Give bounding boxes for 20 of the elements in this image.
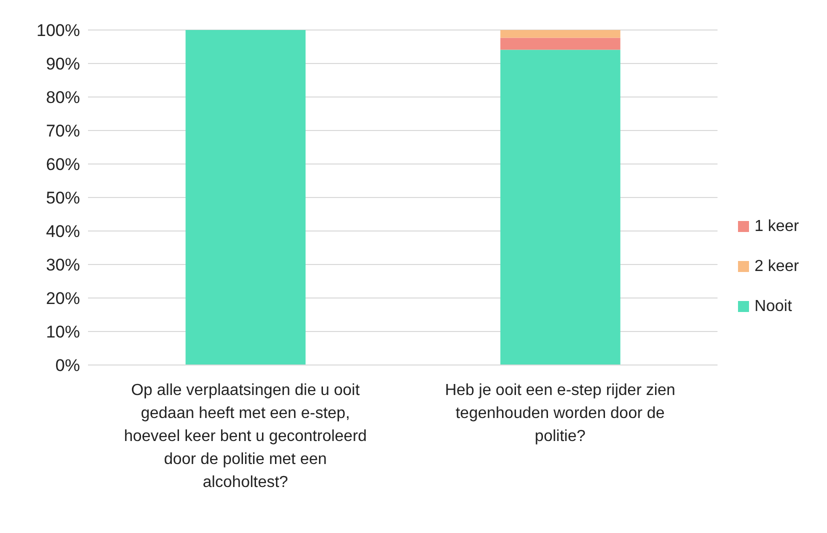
y-tick-label: 60%: [46, 155, 80, 174]
bar: [500, 38, 620, 50]
y-tick-label: 40%: [46, 222, 80, 242]
legend-label: 2 keer: [754, 258, 799, 274]
y-tick-label: 90%: [46, 54, 80, 74]
y-tick-label: 30%: [46, 256, 80, 275]
y-tick-label: 10%: [46, 322, 80, 342]
x-tick-label: Op alle verplaatsingen die u ooit gedaan heeft met een e-step, hoeveel keer bent u gecontroleerd door de politie met een alcoholtest?: [124, 382, 367, 491]
legend-label: Nooit: [754, 298, 792, 314]
y-tick-label: 100%: [36, 21, 80, 40]
y-tick-label: 20%: [46, 289, 80, 308]
legend-label: 1 keer: [754, 218, 799, 234]
x-tick-label: Heb je ooit een e-step rijder zien tegenhouden worden door de politie?: [444, 382, 676, 445]
y-tick-label: 80%: [46, 88, 80, 108]
bar: [500, 50, 620, 365]
y-tick-label: 0%: [55, 356, 80, 376]
y-tick-label: 70%: [46, 122, 80, 141]
bar: [186, 30, 306, 365]
y-tick-label: 50%: [46, 188, 80, 208]
bar: [500, 30, 620, 38]
